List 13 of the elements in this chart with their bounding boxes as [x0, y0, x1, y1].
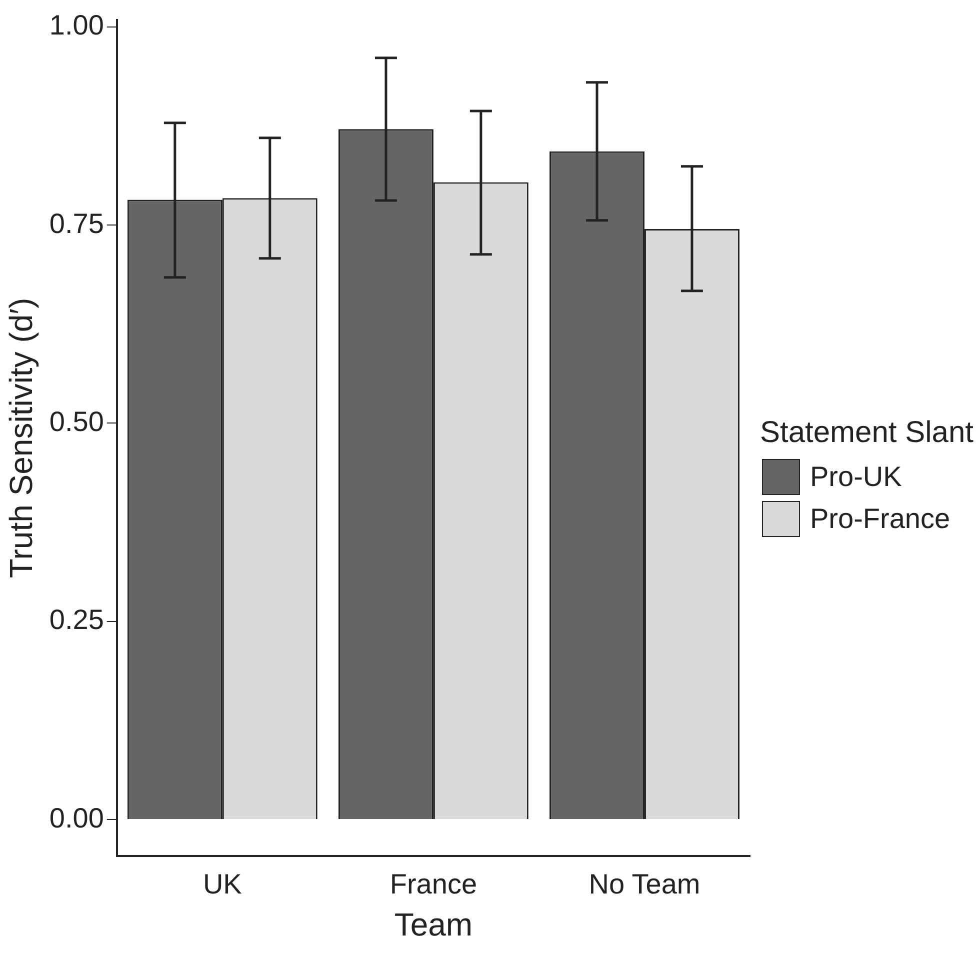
legend-label: Pro-France [810, 503, 950, 535]
x-tick-label: No Team [588, 868, 700, 900]
y-tick-label: 0.00 [49, 802, 104, 834]
y-tick-label: 0.50 [49, 406, 104, 437]
x-tick-label: UK [202, 868, 242, 900]
y-tick-label: 1.00 [49, 10, 104, 41]
x-axis-title: Team [394, 906, 473, 943]
x-tick-label: France [390, 868, 478, 900]
y-tick-label: 0.75 [49, 208, 104, 239]
y-tick-label: 0.25 [49, 604, 104, 636]
text: Pro-UK [810, 461, 902, 493]
y-axis-title: Truth Sensitivity (d′) [3, 298, 40, 578]
legend-title: Statement Slant [760, 416, 974, 450]
